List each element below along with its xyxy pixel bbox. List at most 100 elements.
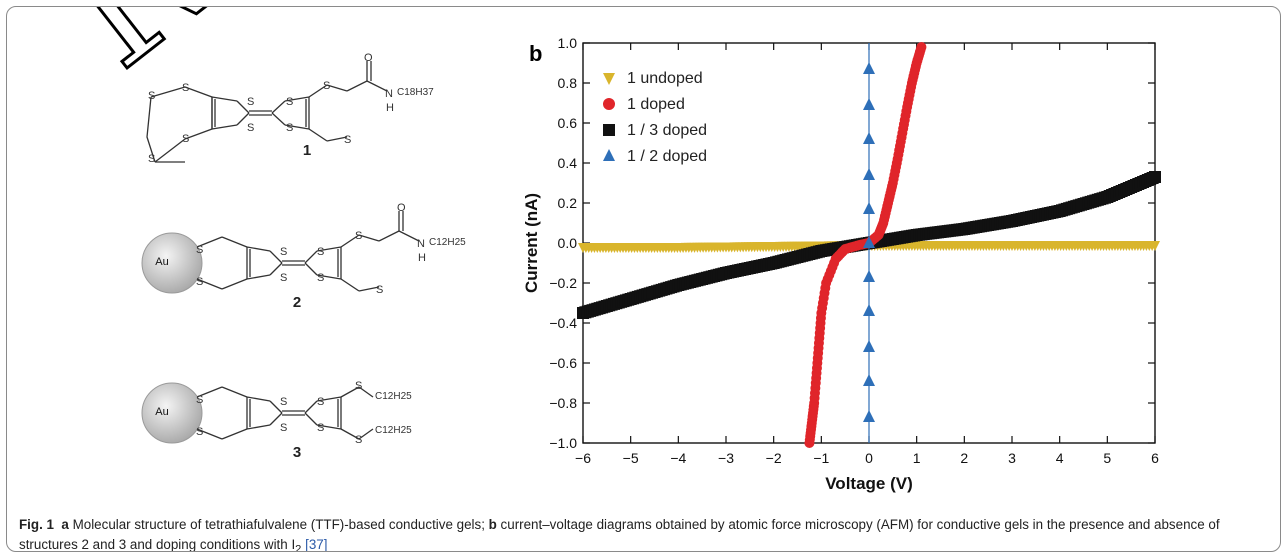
atom-s: S bbox=[317, 246, 324, 258]
caption-subscript: 2 bbox=[295, 543, 302, 552]
atom-s: S bbox=[317, 422, 324, 434]
atom-s: S bbox=[280, 272, 287, 284]
figure-frame: RE bbox=[6, 6, 1281, 552]
y-tick-label: −0.6 bbox=[549, 355, 577, 371]
y-tick-label: 0.4 bbox=[558, 155, 578, 171]
atom-s: S bbox=[148, 90, 155, 102]
y-tick-label: −1.0 bbox=[549, 435, 577, 451]
atom-s: S bbox=[355, 380, 362, 392]
x-tick-label: 1 bbox=[913, 450, 921, 466]
marker-1-2-doped bbox=[863, 168, 875, 180]
x-tick-label: −4 bbox=[670, 450, 686, 466]
series-1-3-doped bbox=[577, 171, 1161, 319]
chain-label-3a: C12H25 bbox=[375, 391, 412, 402]
x-axis-label: Voltage (V) bbox=[825, 474, 913, 493]
legend-label: 1 doped bbox=[627, 96, 685, 113]
legend-marker bbox=[603, 149, 615, 161]
y-tick-label: −0.4 bbox=[549, 315, 577, 331]
atom-s: S bbox=[247, 122, 254, 134]
atom-s: S bbox=[196, 426, 203, 438]
x-tick-label: 6 bbox=[1151, 450, 1159, 466]
compound-number-3: 3 bbox=[293, 444, 301, 461]
x-tick-label: −1 bbox=[813, 450, 829, 466]
atom-s: S bbox=[344, 134, 351, 146]
x-tick-label: −2 bbox=[766, 450, 782, 466]
caption-part-b: current–voltage diagrams obtained by ato… bbox=[19, 517, 1220, 552]
panel-b-letter: b bbox=[529, 41, 543, 66]
caption-part-a: Molecular structure of tetrathiafulvalen… bbox=[68, 517, 489, 532]
marker-1-2-doped bbox=[863, 236, 875, 248]
atom-s: S bbox=[286, 96, 293, 108]
atom-s: S bbox=[182, 133, 189, 145]
atom-h: H bbox=[418, 252, 426, 264]
x-tick-label: −3 bbox=[718, 450, 734, 466]
atom-s: S bbox=[280, 422, 287, 434]
x-tick-label: 4 bbox=[1056, 450, 1064, 466]
marker-undoped bbox=[1150, 241, 1160, 251]
atom-h: H bbox=[386, 102, 394, 114]
atom-n: N bbox=[385, 88, 393, 100]
au-label: Au bbox=[155, 256, 168, 268]
marker-1-3-doped bbox=[1149, 171, 1161, 183]
y-tick-label: 0.6 bbox=[558, 115, 578, 131]
atom-s: S bbox=[182, 82, 189, 94]
marker-1-2-doped bbox=[863, 374, 875, 386]
au-particle-3 bbox=[141, 382, 203, 444]
caption-b-letter: b bbox=[488, 517, 497, 532]
atom-s: S bbox=[280, 396, 287, 408]
marker-1-2-doped bbox=[863, 410, 875, 422]
chain-label-1: C18H37 bbox=[397, 87, 434, 98]
marker-1-2-doped bbox=[863, 202, 875, 214]
compound-number-2: 2 bbox=[293, 294, 301, 311]
legend-marker bbox=[603, 73, 615, 85]
atom-s: S bbox=[355, 230, 362, 242]
y-tick-label: 0.8 bbox=[558, 75, 578, 91]
atom-s: S bbox=[376, 284, 383, 296]
atom-s: S bbox=[355, 434, 362, 446]
molecule-structures: S S S S S S S S S S O N H S S S S S S S … bbox=[141, 52, 466, 461]
marker-1-2-doped bbox=[863, 62, 875, 74]
molecule-1 bbox=[146, 61, 388, 163]
x-tick-label: 2 bbox=[960, 450, 968, 466]
y-tick-label: −0.2 bbox=[549, 275, 577, 291]
marker-1-2-doped bbox=[863, 340, 875, 352]
x-tick-label: −5 bbox=[623, 450, 639, 466]
x-tick-label: 0 bbox=[865, 450, 873, 466]
au-particle-2 bbox=[141, 232, 203, 294]
caption-reference-link[interactable]: [37] bbox=[305, 537, 328, 552]
atom-s: S bbox=[196, 394, 203, 406]
y-tick-label: 1.0 bbox=[558, 35, 578, 51]
x-tick-label: −6 bbox=[575, 450, 591, 466]
atom-s: S bbox=[286, 122, 293, 134]
legend-marker bbox=[603, 124, 615, 136]
figure-caption: Fig. 1 a Molecular structure of tetrathi… bbox=[19, 515, 1279, 552]
atom-s: S bbox=[196, 244, 203, 256]
marker-1-2-doped bbox=[863, 304, 875, 316]
chain-label-2: C12H25 bbox=[429, 237, 466, 248]
x-tick-label: 3 bbox=[1008, 450, 1016, 466]
marker-1-2-doped bbox=[863, 98, 875, 110]
legend-label: 1 / 3 doped bbox=[627, 122, 707, 139]
au-label: Au bbox=[155, 406, 168, 418]
atom-s: S bbox=[196, 276, 203, 288]
y-tick-label: −0.8 bbox=[549, 395, 577, 411]
atom-n: N bbox=[417, 238, 425, 250]
y-tick-label: 0.0 bbox=[558, 235, 578, 251]
atom-o: O bbox=[364, 52, 373, 64]
atom-s: S bbox=[323, 80, 330, 92]
caption-fig-label: Fig. 1 bbox=[19, 517, 54, 532]
iv-chart: −6 −5 −4 −3 −2 −1 0 1 2 3 4 5 6 −1.0 −0.8 −0.6 −0.4 −0.2 0… bbox=[522, 35, 1161, 493]
marker-1-2-doped bbox=[863, 132, 875, 144]
y-axis-label: Current (nA) bbox=[522, 193, 541, 293]
atom-s: S bbox=[148, 153, 155, 165]
molecule-3 bbox=[196, 386, 374, 440]
series-1-2-doped bbox=[863, 43, 875, 443]
x-tick-label: 5 bbox=[1103, 450, 1111, 466]
legend-marker bbox=[603, 98, 615, 110]
molecule-2 bbox=[196, 211, 420, 292]
atom-s: S bbox=[317, 396, 324, 408]
marker-1-2-doped bbox=[863, 270, 875, 282]
atom-s: S bbox=[280, 246, 287, 258]
atom-s: S bbox=[247, 96, 254, 108]
marker-doped bbox=[916, 42, 927, 52]
